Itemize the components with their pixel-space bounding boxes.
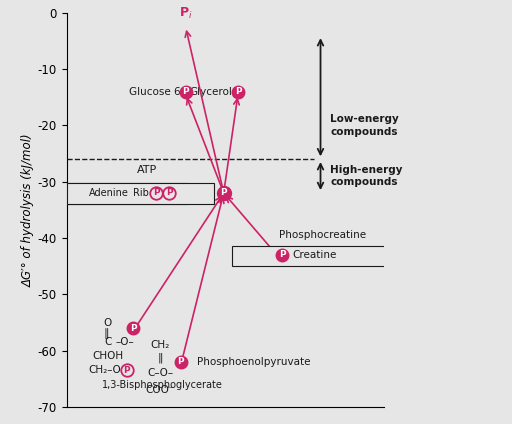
Text: Low-energy
compounds: Low-energy compounds <box>330 114 399 137</box>
Text: –: – <box>175 187 181 199</box>
Text: ∥: ∥ <box>103 328 109 339</box>
Text: P: P <box>234 87 241 96</box>
Text: –: – <box>151 187 157 199</box>
Text: Phosphoenolpyruvate: Phosphoenolpyruvate <box>197 357 310 367</box>
Text: Rib: Rib <box>133 188 148 198</box>
Text: P: P <box>130 324 137 333</box>
FancyBboxPatch shape <box>231 246 397 266</box>
Text: P: P <box>220 189 227 198</box>
Text: Glycerol-: Glycerol- <box>190 86 237 97</box>
Text: –: – <box>289 248 295 262</box>
Text: CH₂–O–: CH₂–O– <box>89 365 127 375</box>
FancyBboxPatch shape <box>67 183 214 204</box>
Text: CH₂: CH₂ <box>151 340 170 350</box>
Text: Creatine: Creatine <box>292 250 336 260</box>
Text: Glucose 6-: Glucose 6- <box>129 86 184 97</box>
Text: P: P <box>279 251 286 259</box>
Text: 1,3-Bisphosphoglycerate: 1,3-Bisphosphoglycerate <box>101 379 222 390</box>
Text: P: P <box>178 357 184 366</box>
FancyBboxPatch shape <box>30 183 188 204</box>
Text: Adenine: Adenine <box>89 188 129 198</box>
Text: C–O–: C–O– <box>147 368 173 378</box>
Text: –: – <box>162 187 168 199</box>
Text: ATP: ATP <box>137 165 158 175</box>
Text: P: P <box>123 366 130 375</box>
Text: ‖: ‖ <box>158 352 163 363</box>
Text: COO⁻: COO⁻ <box>145 385 175 395</box>
Text: P: P <box>153 189 160 198</box>
Text: P$_i$: P$_i$ <box>179 6 193 21</box>
Text: –O–: –O– <box>116 337 135 347</box>
Text: P: P <box>166 189 173 198</box>
Text: P: P <box>182 87 189 96</box>
Text: CHOH: CHOH <box>92 351 123 361</box>
Y-axis label: ΔG′° of hydrolysis (kJ/mol): ΔG′° of hydrolysis (kJ/mol) <box>22 133 35 287</box>
Text: O: O <box>104 318 112 328</box>
Text: –: – <box>124 187 131 199</box>
Text: High-energy
compounds: High-energy compounds <box>330 165 402 187</box>
Text: Phosphocreatine: Phosphocreatine <box>279 230 367 240</box>
Text: C: C <box>104 337 112 347</box>
